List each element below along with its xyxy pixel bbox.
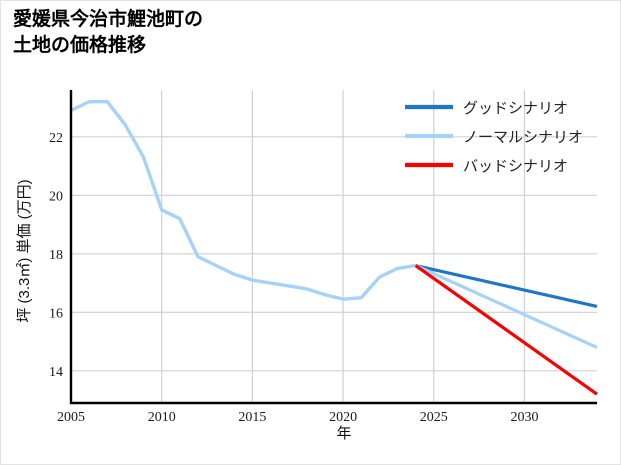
legend-label-bad: バッドシナリオ <box>463 159 568 175</box>
x-tick-2015: 2015 <box>238 410 266 425</box>
x-tick-2005: 2005 <box>57 410 85 425</box>
series-line-normal-forecast <box>414 264 598 349</box>
axis-spines <box>69 90 597 405</box>
gridlines-group <box>70 90 597 403</box>
x-tick-2020: 2020 <box>329 410 357 425</box>
y-tick-14: 14 <box>49 365 63 380</box>
legend-label-good: グッドシナリオ <box>463 100 568 117</box>
page-title: 愛媛県今治市鯉池町の 土地の価格推移 <box>13 9 204 56</box>
x-tick-2025: 2025 <box>420 410 448 425</box>
series-group <box>70 99 598 396</box>
x-tick-2030: 2030 <box>510 410 538 425</box>
x-axis-title: 年 <box>336 425 351 442</box>
y-tick-22: 22 <box>49 131 63 146</box>
y-axis-title: 坪 (3.3㎡) 単価 (万円) <box>16 179 33 322</box>
x-tick-2010: 2010 <box>148 410 176 425</box>
y-tick-18: 18 <box>49 248 63 263</box>
series-line-bad-forecast <box>414 264 598 396</box>
x-axis-tick-labels: 2005 2010 2015 2020 2025 2030 <box>57 410 538 425</box>
legend-label-normal: ノーマルシナリオ <box>463 130 583 146</box>
series-line-good-forecast <box>415 263 598 309</box>
y-axis-tick-labels: 14 16 18 20 22 <box>49 131 63 380</box>
y-tick-16: 16 <box>49 306 63 321</box>
series-line-normal-history <box>70 99 416 301</box>
y-tick-20: 20 <box>49 189 63 204</box>
